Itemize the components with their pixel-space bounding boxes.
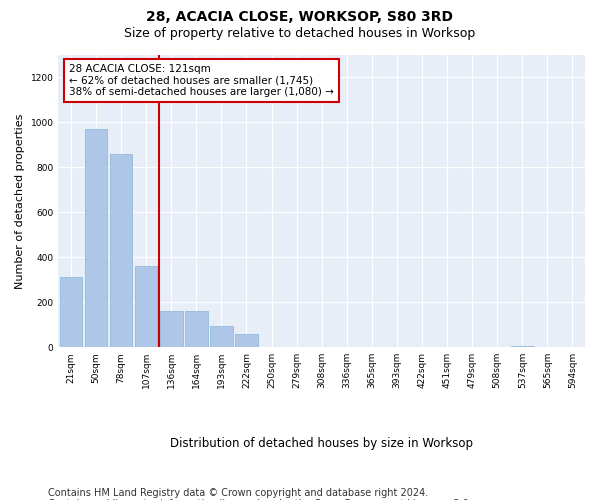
Text: Size of property relative to detached houses in Worksop: Size of property relative to detached ho…	[124, 28, 476, 40]
Y-axis label: Number of detached properties: Number of detached properties	[15, 114, 25, 289]
Text: Contains public sector information licensed under the Open Government Licence v3: Contains public sector information licen…	[48, 499, 472, 500]
Text: Contains HM Land Registry data © Crown copyright and database right 2024.: Contains HM Land Registry data © Crown c…	[48, 488, 428, 498]
X-axis label: Distribution of detached houses by size in Worksop: Distribution of detached houses by size …	[170, 437, 473, 450]
Bar	[135, 266, 157, 347]
Text: 28 ACACIA CLOSE: 121sqm
← 62% of detached houses are smaller (1,745)
38% of semi: 28 ACACIA CLOSE: 121sqm ← 62% of detache…	[69, 64, 334, 97]
Bar	[210, 326, 233, 347]
Bar	[235, 334, 258, 347]
Bar	[185, 311, 208, 347]
Bar	[511, 346, 533, 347]
Text: 28, ACACIA CLOSE, WORKSOP, S80 3RD: 28, ACACIA CLOSE, WORKSOP, S80 3RD	[146, 10, 454, 24]
Bar	[110, 154, 133, 347]
Bar	[160, 311, 182, 347]
Bar	[85, 129, 107, 347]
Bar	[59, 278, 82, 347]
